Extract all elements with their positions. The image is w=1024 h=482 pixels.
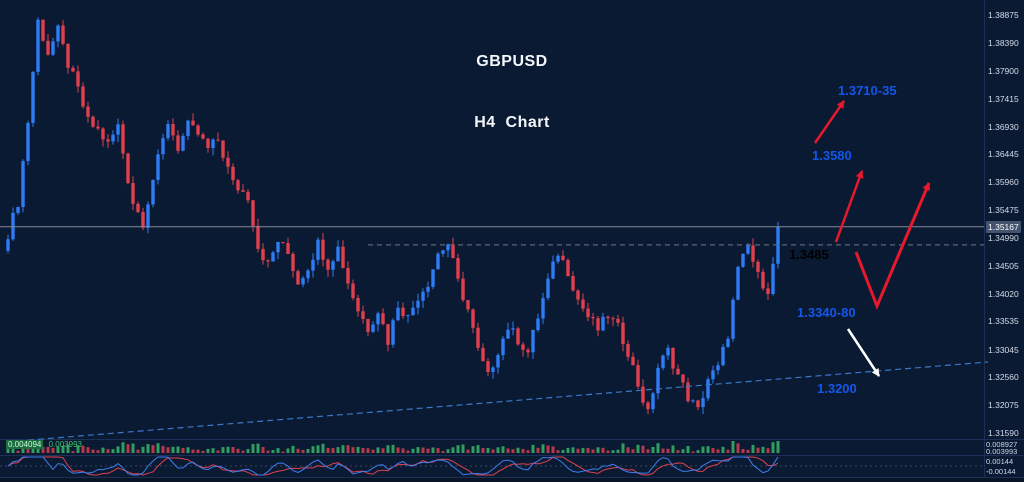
y-axis-tick: 1.35960 bbox=[988, 177, 1019, 187]
y-axis-tick: 1.37415 bbox=[988, 94, 1019, 104]
current-price-tag: 1.35167 bbox=[986, 221, 1021, 233]
y-axis-tick: 1.38390 bbox=[988, 38, 1019, 48]
price-annotation[interactable]: 1.3485 bbox=[789, 247, 829, 262]
price-annotation[interactable]: 1.3580 bbox=[812, 148, 852, 163]
projection-arrow-to-1.3710[interactable] bbox=[813, 100, 846, 144]
volume-histogram bbox=[6, 441, 780, 453]
y-axis-tick: 1.36445 bbox=[988, 149, 1019, 159]
projection-v-arrow-1.3340-80[interactable] bbox=[854, 182, 931, 310]
y-axis-tick: 1.37900 bbox=[988, 66, 1019, 76]
oscillator-axis-max: 0.00144 bbox=[986, 457, 1014, 466]
y-axis-tick: 1.35475 bbox=[988, 205, 1019, 215]
y-axis-tick: 1.34990 bbox=[988, 233, 1019, 243]
volume-axis-current: 0.003993 bbox=[986, 447, 1018, 456]
y-axis-tick: 1.32075 bbox=[988, 400, 1019, 410]
y-axis-tick: 1.32560 bbox=[988, 372, 1019, 382]
oscillator-lines bbox=[0, 456, 984, 476]
y-axis-tick: 1.31590 bbox=[988, 428, 1019, 438]
oscillator-signal-line bbox=[7, 456, 779, 476]
pullback-arrow-to-1.3200[interactable] bbox=[846, 328, 881, 377]
volume-indicator-label: 0.004094 0.003993 bbox=[6, 440, 82, 449]
price-annotation[interactable]: 1.3710-35 bbox=[838, 83, 897, 98]
y-axis-tick: 1.38875 bbox=[988, 10, 1019, 20]
volume-value: 0.003993 bbox=[48, 440, 82, 449]
oscillator-axis-min: -0.00144 bbox=[986, 467, 1016, 476]
support-trendline[interactable] bbox=[17, 361, 989, 442]
bottom-time-strip bbox=[0, 478, 1024, 482]
oscillator-main-line bbox=[7, 456, 779, 476]
y-axis-tick: 1.34020 bbox=[988, 289, 1019, 299]
volume-value-chip: 0.004094 bbox=[6, 440, 44, 449]
candlestick-series bbox=[6, 17, 780, 415]
y-axis-tick: 1.33045 bbox=[988, 345, 1019, 355]
volume-axis-max: 0.008927 bbox=[986, 440, 1018, 449]
price-axis: 1.38875 1.38390 1.37900 1.37415 1.36930 1.364… bbox=[985, 0, 1024, 482]
y-axis-tick: 1.36930 bbox=[988, 122, 1019, 132]
price-annotation[interactable]: 1.3200 bbox=[817, 381, 857, 396]
price-annotation[interactable]: 1.3340-80 bbox=[797, 305, 856, 320]
projection-arrow-to-1.3580[interactable] bbox=[834, 170, 864, 243]
y-axis-tick: 1.33535 bbox=[988, 316, 1019, 326]
y-axis-tick: 1.34505 bbox=[988, 261, 1019, 271]
